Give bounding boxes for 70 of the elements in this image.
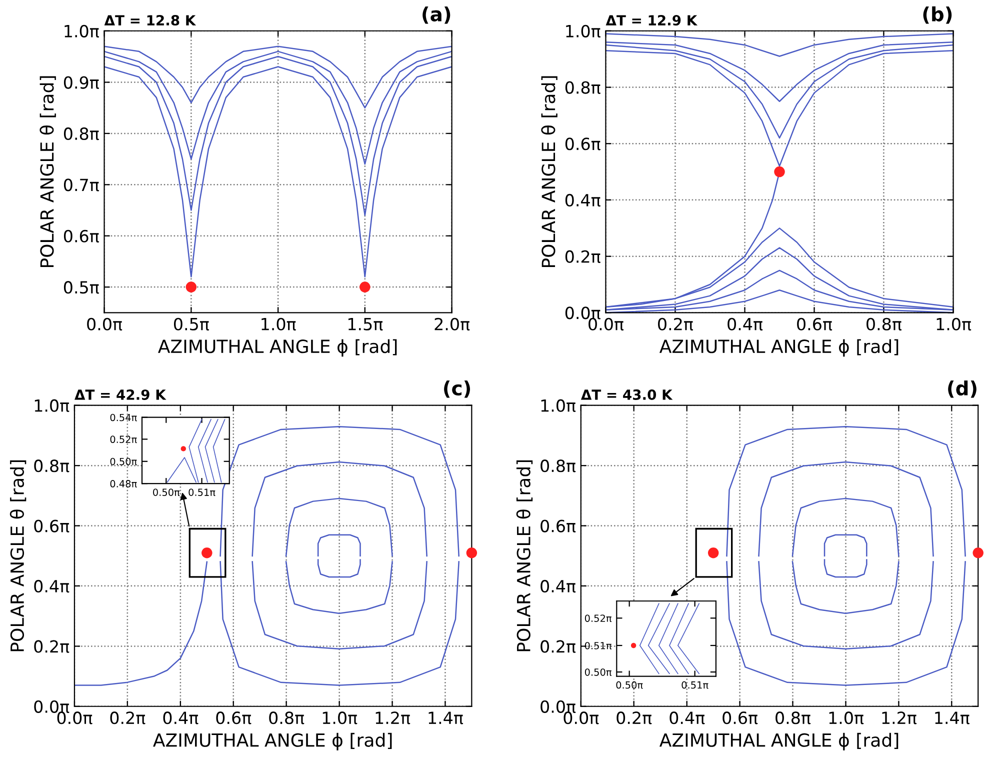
x-tick-label: 0.4π bbox=[163, 712, 198, 724]
y-tick-label: 0.6π bbox=[540, 520, 576, 532]
x-tick-label: 0.8π bbox=[866, 318, 902, 331]
x-tick-label: 1.0π bbox=[322, 712, 358, 724]
y-tick-label: 0.0π bbox=[34, 700, 70, 714]
y-tick-label: 0.48π bbox=[110, 480, 137, 488]
chart-title: ΔT = 12.8 K bbox=[104, 15, 196, 26]
x-tick-label: 1.4π bbox=[935, 712, 970, 724]
y-tick-label: 0.50π bbox=[584, 668, 612, 676]
x-tick-label: 0.4π bbox=[670, 712, 705, 724]
text: (a) bbox=[422, 6, 450, 24]
text: (c) bbox=[444, 380, 470, 398]
x-tick-label: 0.6π bbox=[797, 318, 832, 331]
y-tick-label: 1.0π bbox=[34, 399, 70, 412]
y-tick-label: 0.8π bbox=[64, 127, 99, 140]
x-tick-label: 1.0π bbox=[262, 318, 296, 331]
y-tick-label: 0.6π bbox=[64, 230, 99, 243]
y-tick-label: 0.8π bbox=[34, 460, 70, 472]
y-tick-label: 1.0π bbox=[566, 24, 600, 38]
x-tick-label: 1.5π bbox=[348, 318, 383, 331]
x-tick-label: 0.8π bbox=[269, 712, 304, 724]
chart-title: ΔT = 12.9 K bbox=[606, 15, 698, 26]
chart-title: ΔT = 43.0 K bbox=[580, 389, 673, 400]
x-tick-label: 0.6π bbox=[216, 712, 252, 724]
y-axis-title: POLAR ANGLE θ [rad] bbox=[10, 460, 26, 652]
y-tick-label: 0.6π bbox=[565, 138, 600, 150]
y-tick-label: 1.0π bbox=[541, 399, 576, 412]
chart-title: ΔT = 42.9 K bbox=[74, 389, 166, 400]
y-tick-label: 0.4π bbox=[540, 580, 576, 593]
x-tick-label: 1.2π bbox=[376, 712, 410, 724]
y-tick-label: 0.0π bbox=[565, 306, 600, 320]
y-tick-label: 0.8π bbox=[540, 460, 576, 472]
x-tick-label: 0.2π bbox=[616, 712, 652, 724]
x-tick-label: 0.0π bbox=[87, 318, 122, 331]
x-tick-label: 0.6π bbox=[722, 712, 758, 724]
y-tick-label: 0.52π bbox=[110, 436, 137, 444]
y-tick-label: 0.7π bbox=[64, 178, 99, 192]
x-tick-label: 2.0π bbox=[434, 318, 470, 331]
x-tick-label: 0.4π bbox=[728, 318, 763, 331]
y-tick-label: 0.9π bbox=[64, 76, 99, 89]
x-axis-title: AZIMUTHAL ANGLE ϕ [rad] bbox=[153, 732, 392, 750]
x-tick-label: 1.4π bbox=[428, 712, 464, 724]
y-axis-title: POLAR ANGLE θ [rad] bbox=[40, 76, 56, 268]
x-axis-title: AZIMUTHAL ANGLE ϕ [rad] bbox=[659, 732, 898, 750]
y-tick-label: 0.5π bbox=[64, 281, 99, 294]
y-axis-title: POLAR ANGLE θ [rad] bbox=[541, 76, 558, 268]
y-tick-label: 0.6π bbox=[34, 520, 70, 532]
y-tick-label: 0.54π bbox=[110, 414, 137, 422]
y-tick-label: 1.0π bbox=[64, 24, 99, 38]
x-axis-title: AZIMUTHAL ANGLE ϕ [rad] bbox=[158, 339, 397, 357]
x-tick-label: 0.5π bbox=[174, 318, 209, 331]
text: (b) bbox=[923, 6, 952, 24]
y-tick-label: 0.52π bbox=[584, 614, 612, 622]
text: (d) bbox=[948, 380, 976, 398]
x-tick-label: 0.8π bbox=[776, 712, 811, 724]
x-tick-label: 1.2π bbox=[882, 712, 917, 724]
y-tick-label: 0.50π bbox=[110, 458, 137, 466]
x-tick-label: 0.2π bbox=[658, 318, 693, 331]
x-tick-label: 1.0π bbox=[936, 318, 972, 331]
x-axis-title: AZIMUTHAL ANGLE ϕ [rad] bbox=[659, 339, 898, 357]
y-tick-label: 0.4π bbox=[565, 194, 600, 207]
y-tick-label: 0.8π bbox=[565, 81, 600, 94]
y-axis-title: POLAR ANGLE θ [rad] bbox=[516, 460, 533, 652]
y-tick-label: 0.2π bbox=[565, 250, 600, 263]
y-tick-label: 0.2π bbox=[540, 640, 576, 653]
y-tick-label: 0.0π bbox=[540, 700, 576, 714]
x-tick-label: 1.0π bbox=[829, 712, 864, 724]
y-tick-label: 0.4π bbox=[34, 580, 70, 593]
y-tick-label: 0.51π bbox=[584, 642, 612, 650]
y-tick-label: 0.2π bbox=[34, 640, 70, 653]
